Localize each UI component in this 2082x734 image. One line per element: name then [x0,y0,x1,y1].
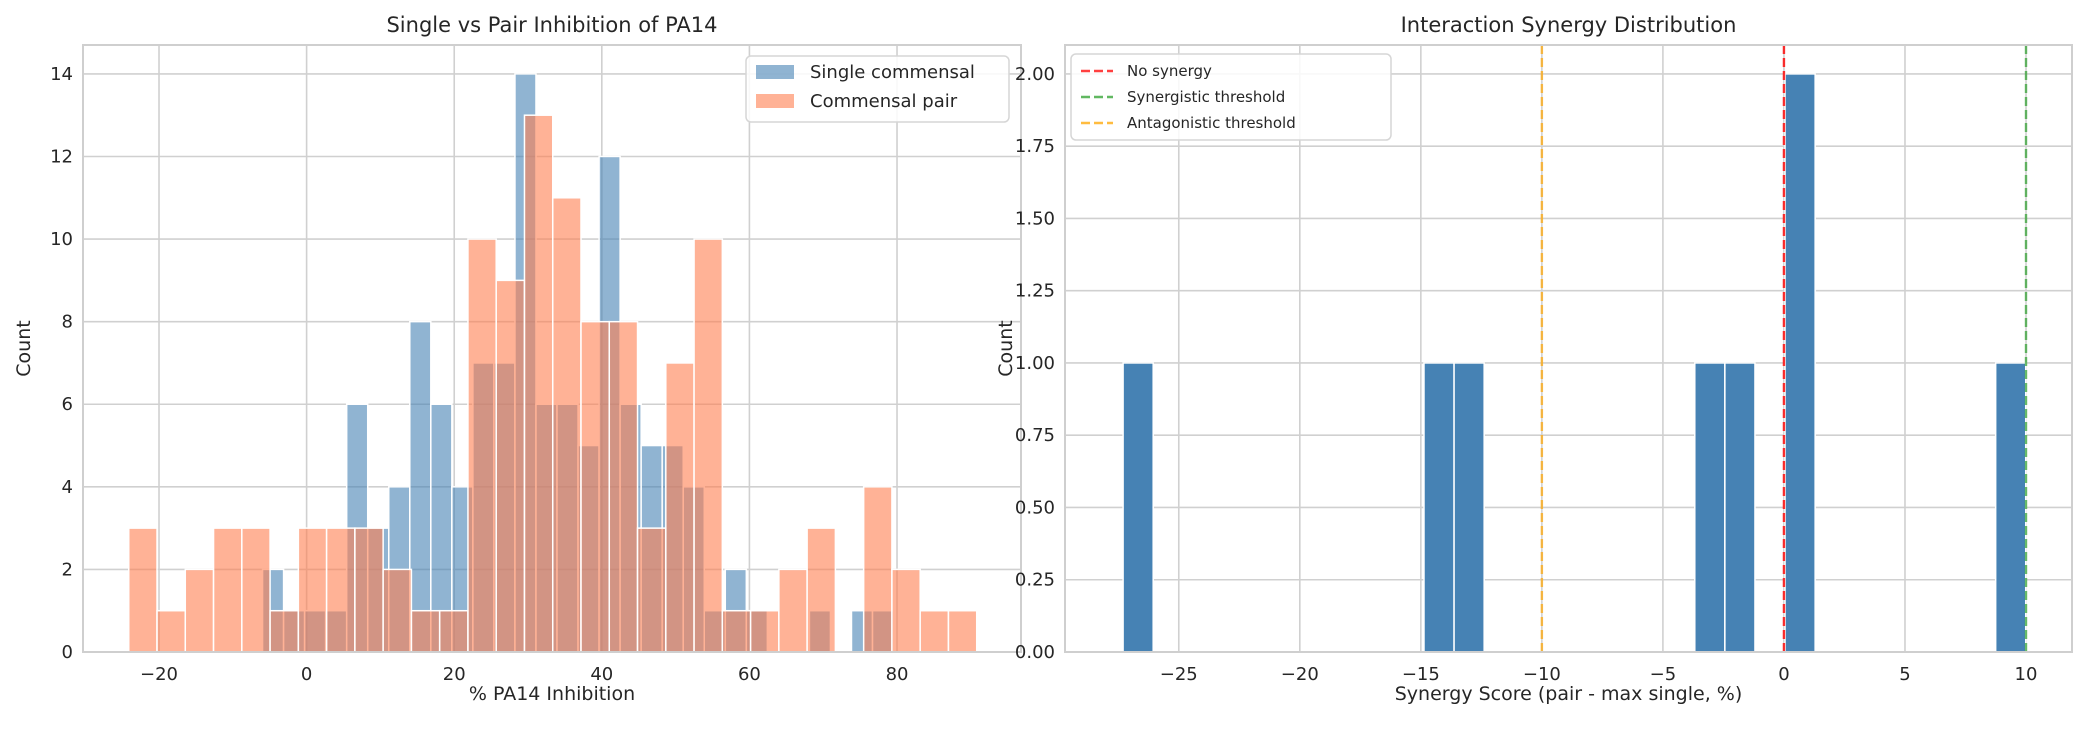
x-axis-label: % PA14 Inhibition [469,683,635,705]
y-tick-label: 14 [50,64,73,85]
commensal-pair-bar [636,527,667,653]
y-tick-label: 0.50 [1015,497,1055,518]
x-tick-label: −15 [1402,664,1440,685]
x-tick-label: 80 [886,664,909,685]
synergy-bar [1453,362,1485,653]
y-tick-label: 0.75 [1015,425,1055,446]
synergy-bar [1784,73,1816,653]
legend: No synergy Synergistic threshold Antagonis… [1070,53,1392,141]
y-tick-label: 12 [50,146,73,167]
synergy-bar [1694,362,1726,653]
chart-1: −25 −20 −15 −10 −5 0 5 10 0.00 0.25 0.50 0.75 1.00 1.… [995,13,2073,705]
commensal-pair-bar [156,609,187,653]
axes-frame [82,44,1022,653]
y-tick-label: 0.00 [1015,642,1055,663]
y-tick-label: 1.25 [1015,281,1055,302]
commensal-pair-bar [580,320,611,653]
x-axis-label: Synergy Score (pair - max single, %) [1395,683,1742,705]
x-tick-label: −10 [1523,664,1561,685]
x-tick-label: −20 [140,664,178,685]
x-tick-label: 10 [2015,664,2038,685]
commensal-pair-bar [862,486,893,653]
x-tick-label: 0 [301,664,312,685]
commensal-pair-bar [778,568,808,653]
y-tick-label: 1.75 [1015,136,1055,157]
y-tick-label: 6 [62,394,73,415]
y-tick-label: 2.00 [1015,64,1055,85]
x-tick-label: 0 [1778,664,1789,685]
x-tick-label: −25 [1160,664,1198,685]
commensal-pair-bar [325,527,356,653]
synergy-bar [1724,362,1756,653]
commensal-pair-bar [241,527,271,653]
y-axis-label: Count [13,320,35,376]
commensal-pair-bar [354,527,384,653]
commensal-pair-bar [919,609,950,653]
synergy-bar [1122,362,1154,653]
chart-title: Interaction Synergy Distribution [1401,13,1737,37]
commensal-pair-bar [269,609,300,653]
commensal-pair-bar [382,568,413,653]
synergy-bar [1423,362,1455,653]
commensal-pair-bar [891,568,921,653]
y-tick-label: 1.00 [1015,353,1055,374]
commensal-pair-bar [523,114,554,653]
commensal-pair-bar [184,568,215,653]
chart-0: −20 0 20 40 60 80 0 2 4 6 8 10 12 14 Single vs Pair In… [13,13,1022,705]
x-tick-label: 60 [738,664,761,685]
synergy-bar [1994,362,2027,653]
legend-frame [1070,53,1392,141]
commensal-pair-bar [721,609,752,653]
commensal-pair-bar [608,320,639,653]
commensal-pair-bar [495,279,526,653]
y-tick-label: 8 [62,312,73,333]
chart-title: Single vs Pair Inhibition of PA14 [386,13,717,37]
commensal-pair-bar [212,527,243,653]
commensal-pair-bar [128,527,158,653]
commensal-pair-bar [665,362,695,653]
commensal-pair-bar [467,238,497,653]
y-tick-label: 4 [62,477,73,498]
commensal-pair-bar [749,609,780,653]
commensal-pair-bar [297,527,328,653]
y-tick-label: 1.50 [1015,208,1055,229]
commensal-pair-bar [947,609,978,653]
commensal-pair-bar [806,527,837,653]
legend-swatch [756,94,794,108]
y-tick-label: 0 [62,642,73,663]
commensal-pair-bar [551,197,582,653]
legend-swatch [756,65,794,79]
commensal-pair-bar [410,609,441,653]
legend-label: Commensal pair [810,91,958,112]
commensal-pair-bar [438,609,469,653]
legend-frame [745,55,1010,123]
x-tick-label: −20 [1281,664,1319,685]
legend-label: Synergistic threshold [1127,88,1285,106]
legend: Single commensal Commensal pair [745,55,1010,123]
x-tick-label: 40 [590,664,613,685]
y-tick-label: 0.25 [1015,570,1055,591]
y-tick-label: 10 [50,229,73,250]
axes-frame [1064,44,2073,653]
y-tick-label: 2 [62,559,73,580]
commensal-pair-bar [693,238,724,653]
legend-label: Single commensal [810,62,975,83]
legend-label: No synergy [1127,62,1212,80]
x-tick-label: 20 [443,664,466,685]
legend-label: Antagonistic threshold [1127,114,1296,132]
x-tick-label: 5 [1899,664,1910,685]
x-tick-label: −5 [1650,664,1677,685]
y-axis-label: Count [995,320,1017,376]
single-commensal-bar [409,320,432,653]
